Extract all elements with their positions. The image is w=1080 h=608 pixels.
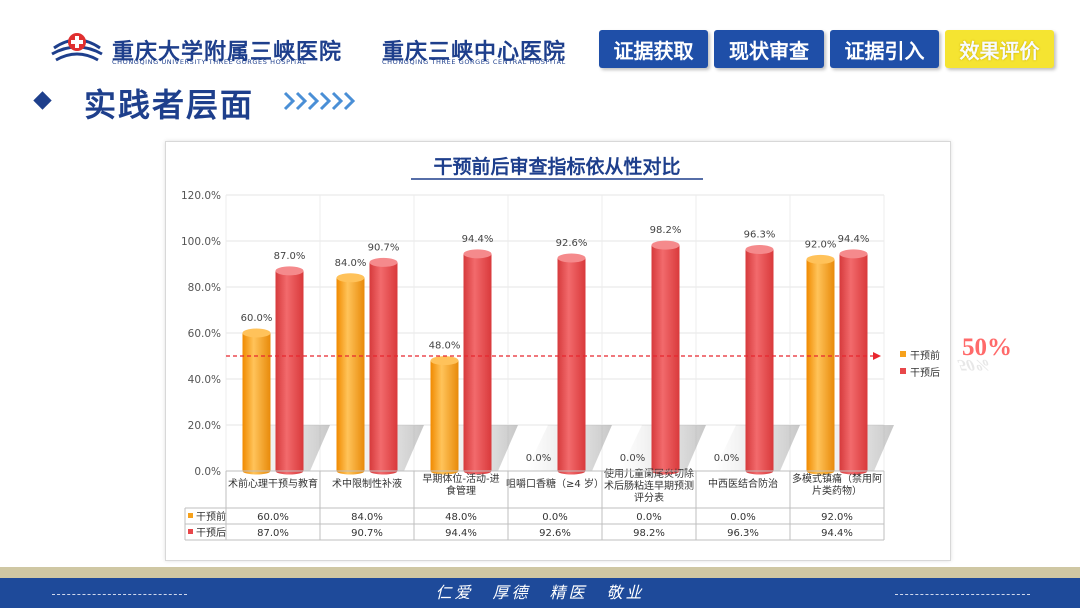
data-label-before: 0.0%	[620, 453, 645, 464]
bar-cap-before	[336, 273, 365, 283]
category-label: 术中限制性补液	[332, 477, 402, 490]
fifty-percent-callout: 50%	[962, 334, 1012, 361]
bar-before	[336, 277, 365, 471]
data-label-before: 0.0%	[714, 453, 739, 464]
bar-cap-after	[463, 249, 492, 259]
category-label: 术前心理干预与教育	[228, 477, 318, 490]
category-label: 中西医结合防治	[708, 477, 778, 490]
bar-cap-after	[839, 249, 868, 259]
bar-cap-before	[430, 356, 459, 366]
table-cell-before: 0.0%	[542, 512, 567, 523]
table-cell-after: 94.4%	[445, 528, 477, 539]
footer-divider-right	[895, 594, 1030, 595]
y-tick-label: 40.0%	[188, 374, 221, 386]
data-label-before: 0.0%	[526, 453, 551, 464]
bar-before	[430, 360, 459, 471]
table-cell-after: 90.7%	[351, 528, 383, 539]
footer-motto: 仁爱 厚德 精医 敬业	[435, 583, 645, 602]
category-label: 咀嚼口香糖（≥4 岁）	[506, 477, 604, 490]
nav-status-review-button[interactable]: 现状审查	[714, 30, 824, 68]
footer-bar	[0, 578, 1080, 608]
bar-after	[745, 249, 774, 471]
y-tick-label: 120.0%	[181, 190, 221, 202]
header: 重庆大学附属三峡医院 CHONGQING UNIVERSITY THREE GO…	[0, 0, 1080, 80]
chart-title: 干预前后审查指标依从性对比	[433, 155, 680, 178]
table-cell-after: 92.6%	[539, 528, 571, 539]
hospital-logo-icon	[51, 33, 103, 62]
hospital-en-name-2: CHONGQING THREE GORGES CENTRAL HOSPITAL	[382, 58, 566, 66]
data-label-after: 92.6%	[556, 238, 588, 249]
data-label-after: 87.0%	[274, 251, 306, 262]
reference-line-arrow-icon	[873, 352, 881, 360]
bar-before	[806, 259, 835, 471]
table-cell-before: 84.0%	[351, 512, 383, 523]
nav-effect-evaluation-button[interactable]: 效果评价	[945, 30, 1054, 68]
bar-cap-after	[557, 253, 586, 263]
section-bullet-icon	[33, 91, 52, 110]
category-label: 多模式镇痛（禁用阿片类药物）	[792, 472, 882, 497]
table-cell-before: 48.0%	[445, 512, 477, 523]
y-tick-label: 100.0%	[181, 236, 221, 248]
table-cell-before: 60.0%	[257, 512, 289, 523]
hospital-name-1: 重庆大学附属三峡医院	[112, 40, 343, 65]
bar-cap-after	[651, 240, 680, 250]
bar-cap-after	[745, 245, 774, 255]
hospital-en-name-1: CHONGQING UNIVERSITY THREE GORGES HOSPIT…	[112, 58, 307, 66]
legend-swatch-after	[900, 368, 906, 374]
bar-after	[839, 253, 868, 471]
table-cell-after: 98.2%	[633, 528, 665, 539]
legend-label-after: 干预后	[910, 367, 940, 379]
data-label-after: 94.4%	[838, 234, 870, 245]
category-label: 早期体位-活动-进食管理	[422, 472, 499, 497]
table-swatch-after	[188, 529, 193, 534]
bar-after	[463, 253, 492, 471]
table-cell-after: 87.0%	[257, 528, 289, 539]
chevron-arrows-icon	[283, 91, 356, 111]
bar-before	[242, 333, 271, 471]
bar-cap-after	[369, 257, 398, 267]
y-tick-label: 20.0%	[188, 420, 221, 432]
data-label-after: 90.7%	[368, 242, 400, 253]
table-cell-before: 0.0%	[730, 512, 755, 523]
data-label-before: 84.0%	[335, 258, 367, 269]
bar-after	[557, 258, 586, 471]
table-cell-after: 96.3%	[727, 528, 759, 539]
table-row-header-before: 干预前	[196, 510, 226, 523]
data-label-after: 96.3%	[744, 230, 776, 241]
table-swatch-before	[188, 513, 193, 518]
data-label-after: 94.4%	[462, 234, 494, 245]
y-tick-label: 60.0%	[188, 328, 221, 340]
fifty-percent-callout-reflection: 50%	[955, 356, 994, 373]
table-row-header-after: 干预后	[196, 527, 226, 539]
data-label-before: 48.0%	[429, 341, 461, 352]
hospital-name-2: 重庆三峡中心医院	[382, 40, 567, 65]
bar-cap-before	[806, 254, 835, 264]
category-label: 使用儿童阑尾炎切除术后肠粘连早期预测评分表	[604, 467, 694, 504]
y-tick-label: 0.0%	[194, 466, 221, 478]
bar-cap-after	[275, 266, 304, 276]
bar-after	[369, 262, 398, 471]
footer-divider-left	[52, 594, 187, 595]
table-cell-before: 92.0%	[821, 512, 853, 523]
table-cell-before: 0.0%	[636, 512, 661, 523]
compliance-bar-chart: 干预前后审查指标依从性对比 0.0% 20.0% 40.0% 60.0% 80.0% 100…	[181, 155, 940, 541]
table-cell-after: 94.4%	[821, 528, 853, 539]
nav-evidence-introduction-button[interactable]: 证据引入	[830, 30, 939, 68]
bar-after	[651, 245, 680, 471]
nav-evidence-acquisition-button[interactable]: 证据获取	[599, 30, 708, 68]
y-tick-label: 80.0%	[188, 282, 221, 294]
legend-swatch-before	[900, 351, 906, 357]
bar-cap-before	[242, 328, 271, 338]
bar-after	[275, 270, 304, 471]
legend-label-before: 干预前	[910, 349, 940, 362]
section-title: 实践者层面	[84, 86, 255, 124]
footer-strip	[0, 567, 1080, 578]
data-label-after: 98.2%	[650, 225, 682, 236]
data-label-before: 60.0%	[241, 313, 273, 324]
data-label-before: 92.0%	[805, 239, 837, 250]
